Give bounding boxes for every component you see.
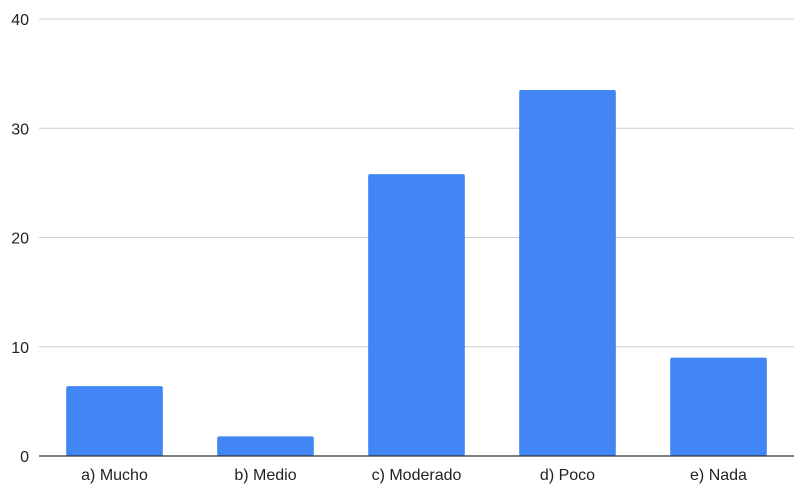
bar (217, 436, 314, 456)
x-category-label: d) Poco (540, 467, 595, 484)
x-category-label: c) Moderado (372, 467, 462, 484)
y-tick-label: 0 (20, 449, 29, 466)
y-tick-label: 30 (11, 121, 29, 138)
bar (519, 90, 616, 456)
y-axis-tick-labels: 0 10 20 30 40 (11, 12, 29, 466)
bar (670, 357, 767, 456)
y-tick-label: 20 (11, 231, 29, 248)
y-tick-label: 10 (11, 340, 29, 357)
x-category-label: a) Mucho (81, 467, 148, 484)
bar (368, 174, 465, 456)
y-tick-label: 40 (11, 12, 29, 29)
bar (66, 386, 163, 456)
x-category-label: b) Medio (234, 467, 296, 484)
x-category-label: e) Nada (690, 467, 747, 484)
x-axis-category-labels: a) Mucho b) Medio c) Moderado d) Poco e) Nad… (81, 467, 747, 484)
bars (66, 90, 767, 456)
